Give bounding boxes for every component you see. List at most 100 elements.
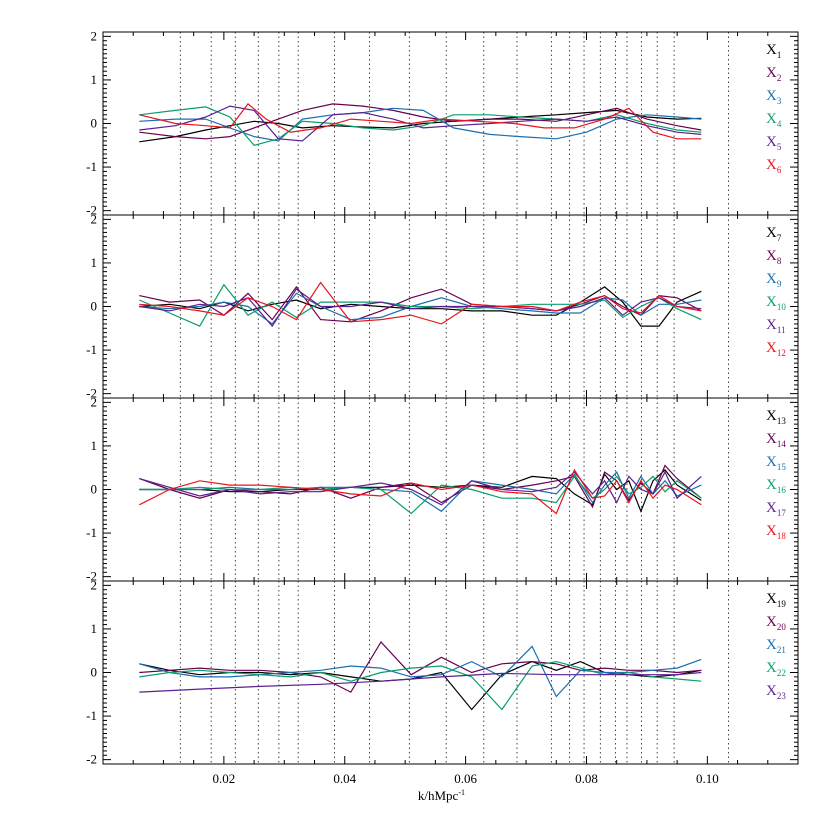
- legend-subscript: 15: [777, 462, 787, 472]
- legend-subscript: 13: [777, 416, 787, 426]
- legend-entry: X11: [766, 317, 786, 335]
- legend-name: X: [766, 408, 777, 424]
- legend-name: X: [766, 111, 777, 127]
- legend-entry: X19: [766, 591, 786, 609]
- legend-subscript: 20: [777, 622, 787, 632]
- legend-subscript: 12: [777, 348, 786, 358]
- legend-entry: X17: [766, 500, 786, 518]
- legend-name: X: [766, 340, 777, 356]
- series-line-X23: [139, 671, 702, 693]
- series-line-X3: [139, 107, 702, 142]
- legend-subscript: 22: [777, 668, 786, 678]
- series-line-X18: [139, 468, 702, 515]
- legend-entry: X10: [766, 294, 786, 312]
- legend-subscript: 3: [777, 96, 782, 106]
- legend-subscript: 21: [777, 645, 786, 655]
- legend-entry: X20: [766, 614, 786, 632]
- series-line-X17: [139, 470, 702, 506]
- legend-entry: X13: [766, 408, 786, 426]
- legend-name: X: [766, 591, 777, 607]
- x-axis-label-text: k/hMpc: [418, 788, 459, 803]
- legend-name: X: [766, 294, 777, 310]
- y-tick-label: 1: [91, 255, 98, 270]
- legend-name: X: [766, 477, 777, 493]
- panel-frame: [102, 580, 799, 765]
- legend-name: X: [766, 637, 777, 653]
- legend-name: X: [766, 500, 777, 516]
- legend-name: X: [766, 271, 777, 287]
- series-line-X20: [139, 641, 702, 693]
- legend-entry: X2: [766, 65, 781, 83]
- panel-frame: [102, 31, 799, 216]
- x-tick-label: 0.06: [454, 771, 477, 786]
- legend-name: X: [766, 317, 777, 333]
- y-tick-label: 1: [91, 72, 98, 87]
- y-tick-label: 2: [91, 577, 98, 592]
- legend-entry: X9: [766, 271, 782, 289]
- legend-subscript: 18: [777, 531, 787, 541]
- series-line-X12: [139, 281, 702, 325]
- legend-name: X: [766, 614, 777, 630]
- legend-entry: X1: [766, 42, 781, 60]
- y-tick-label: -2: [86, 752, 97, 767]
- series-line-X6: [139, 103, 702, 140]
- legend-entry: X22: [766, 660, 786, 678]
- legend-name: X: [766, 431, 777, 447]
- series-line-X2: [139, 103, 702, 140]
- legend-name: X: [766, 42, 777, 58]
- legend-name: X: [766, 660, 777, 676]
- y-tick-label: 0: [91, 299, 98, 314]
- y-tick-label: 0: [91, 116, 98, 131]
- y-tick-label: 0: [91, 665, 98, 680]
- y-tick-label: 1: [91, 621, 98, 636]
- legend-subscript: 4: [777, 119, 782, 129]
- x-tick-label: 0.10: [696, 771, 719, 786]
- series-line-X22: [139, 660, 702, 711]
- y-tick-label: -1: [86, 525, 97, 540]
- legend-entry: X7: [766, 225, 782, 243]
- legend-subscript: 10: [777, 302, 787, 312]
- series-line-X16: [139, 475, 702, 515]
- y-tick-label: -2: [86, 569, 97, 584]
- legend-subscript: 17: [777, 508, 787, 518]
- x-tick-label: 0.02: [212, 771, 235, 786]
- legend-subscript: 16: [777, 485, 787, 495]
- y-tick-label: 2: [91, 28, 98, 43]
- legend-subscript: 6: [777, 165, 782, 175]
- series-line-X21: [139, 645, 702, 698]
- legend-entry: X21: [766, 637, 786, 655]
- x-tick-label: 0.08: [575, 771, 598, 786]
- x-axis-label: k/hMpc-1: [418, 788, 465, 803]
- legend-subscript: 23: [777, 691, 787, 701]
- legend-entry: X16: [766, 477, 786, 495]
- legend-name: X: [766, 65, 777, 81]
- legend-entry: X23: [766, 683, 786, 701]
- legend-subscript: 9: [777, 279, 782, 289]
- legend-subscript: 1: [777, 50, 782, 60]
- legend-name: X: [766, 134, 777, 150]
- y-tick-label: -1: [86, 159, 97, 174]
- y-tick-label: 1: [91, 438, 98, 453]
- y-tick-label: -1: [86, 708, 97, 723]
- legend-entry: X5: [766, 134, 782, 152]
- legend-entry: X12: [766, 340, 786, 358]
- legend-name: X: [766, 454, 777, 470]
- y-tick-label: -2: [86, 203, 97, 218]
- y-tick-label: 2: [91, 211, 98, 226]
- legend-name: X: [766, 523, 777, 539]
- legend-subscript: 14: [777, 439, 787, 449]
- legend-entry: X18: [766, 523, 786, 541]
- legend-entry: X4: [766, 111, 782, 129]
- legend-entry: X6: [766, 157, 782, 175]
- x-tick-label: 0.04: [333, 771, 356, 786]
- legend-name: X: [766, 248, 777, 264]
- y-tick-label: -2: [86, 386, 97, 401]
- legend-subscript: 8: [777, 256, 782, 266]
- legend-subscript: 7: [777, 233, 782, 243]
- series-line-X1: [139, 109, 702, 143]
- x-axis-label-superscript: -1: [458, 788, 465, 797]
- series-line-X11: [139, 288, 702, 328]
- legend-subscript: 2: [777, 73, 782, 83]
- legend-name: X: [766, 225, 777, 241]
